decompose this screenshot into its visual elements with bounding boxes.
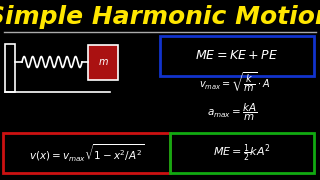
Bar <box>5 44 15 92</box>
Text: Simple Harmonic Motion: Simple Harmonic Motion <box>0 5 320 29</box>
Text: $ME = \frac{1}{2}kA^2$: $ME = \frac{1}{2}kA^2$ <box>213 142 270 164</box>
Text: $v_{max} = \sqrt{\dfrac{k}{m}} \cdot A$: $v_{max} = \sqrt{\dfrac{k}{m}} \cdot A$ <box>199 70 271 94</box>
Bar <box>160 36 314 76</box>
Bar <box>3 133 170 173</box>
Text: m: m <box>98 57 108 67</box>
Bar <box>170 133 314 173</box>
Text: $ME = KE + PE$: $ME = KE + PE$ <box>196 49 278 62</box>
Text: $a_{max} = \dfrac{kA}{m}$: $a_{max} = \dfrac{kA}{m}$ <box>207 101 257 123</box>
Bar <box>88 45 118 80</box>
Text: $v(x) = v_{max}\sqrt{1-x^2/A^2}$: $v(x) = v_{max}\sqrt{1-x^2/A^2}$ <box>29 142 144 164</box>
